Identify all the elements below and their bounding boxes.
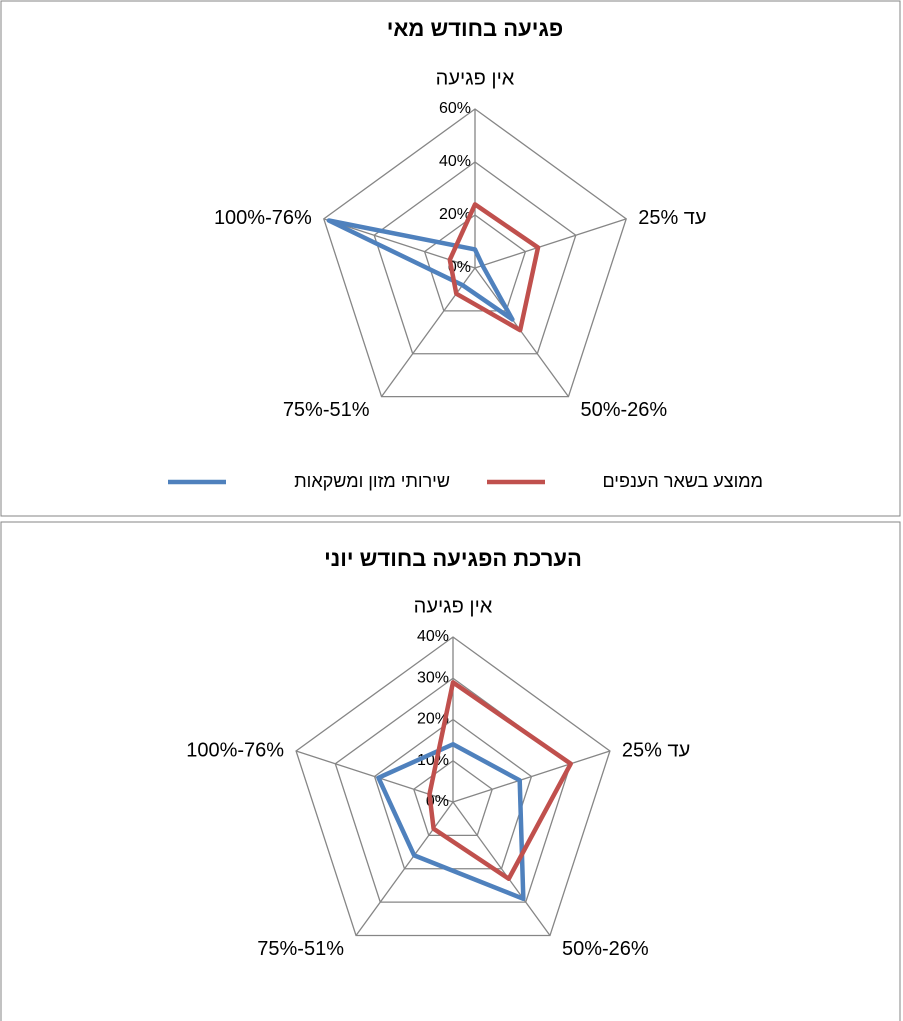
spoke [381, 267, 476, 398]
legend-label: ממוצע בשאר הענפים [602, 471, 763, 491]
tick-label: 40% [417, 628, 449, 645]
series-line [427, 680, 573, 882]
axis-label: 100%-76% [186, 739, 284, 761]
spoke [474, 218, 627, 269]
grid-ring [373, 161, 577, 355]
axis-label: אין פגיעה [436, 67, 515, 89]
axis-label: עד 25% [622, 739, 690, 761]
grid-ring [323, 108, 627, 398]
spoke [355, 801, 454, 936]
grid-ring [295, 636, 611, 937]
chart-title: פגיעה בחודש מאי [387, 16, 563, 41]
spoke [452, 750, 611, 803]
series-line [376, 742, 526, 902]
tick-label: 40% [439, 153, 471, 170]
axis-label: אין פגיעה [414, 595, 493, 617]
spoke [295, 750, 454, 803]
chart-frame [0, 521, 901, 1021]
grid-ring [423, 214, 527, 312]
legend-label: שירותי מזון ומשקאות [294, 471, 450, 491]
spoke [474, 267, 569, 398]
axis-label: 50%-26% [562, 938, 649, 960]
tick-label: 20% [417, 711, 449, 728]
series-line [447, 202, 541, 333]
spoke [452, 801, 551, 936]
axis-label: 100%-76% [214, 207, 312, 229]
chart-title: הערכת הפגיעה בחודש יוני [324, 546, 582, 571]
grid-ring [413, 759, 493, 837]
tick-label: 20% [439, 206, 471, 223]
series-line [326, 218, 515, 322]
axis-label: 75%-51% [257, 938, 344, 960]
axis-label: 50%-26% [580, 399, 667, 421]
tick-label: 60% [439, 100, 471, 117]
axis-label: עד 25% [638, 207, 706, 229]
tick-label: 30% [417, 669, 449, 686]
axis-label: 75%-51% [283, 399, 370, 421]
